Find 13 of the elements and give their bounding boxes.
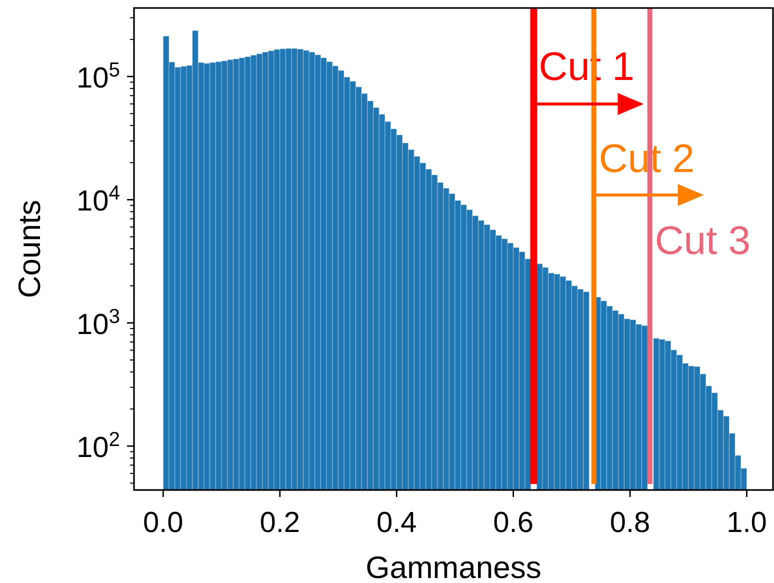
- y-tick-label: 10$^{5}$: [76, 60, 120, 95]
- x-tick-label: 0.2: [260, 507, 300, 539]
- x-tick-label: 0.8: [610, 507, 650, 539]
- x-tick-label: 1.0: [726, 507, 767, 539]
- ref-line-label: Cut 3: [654, 219, 750, 263]
- y-tick-label: 10$^{3}$: [76, 306, 120, 341]
- y-axis-title: Counts: [12, 200, 47, 298]
- x-tick-label: 0.4: [376, 507, 417, 539]
- x-tick-label: 0.0: [143, 507, 184, 539]
- y-tick-label: 10$^{2}$: [76, 429, 120, 464]
- x-axis-title: Gammaness: [366, 550, 542, 583]
- x-tick-label: 0.6: [493, 507, 534, 539]
- y-tick-label: 10$^{4}$: [76, 182, 120, 218]
